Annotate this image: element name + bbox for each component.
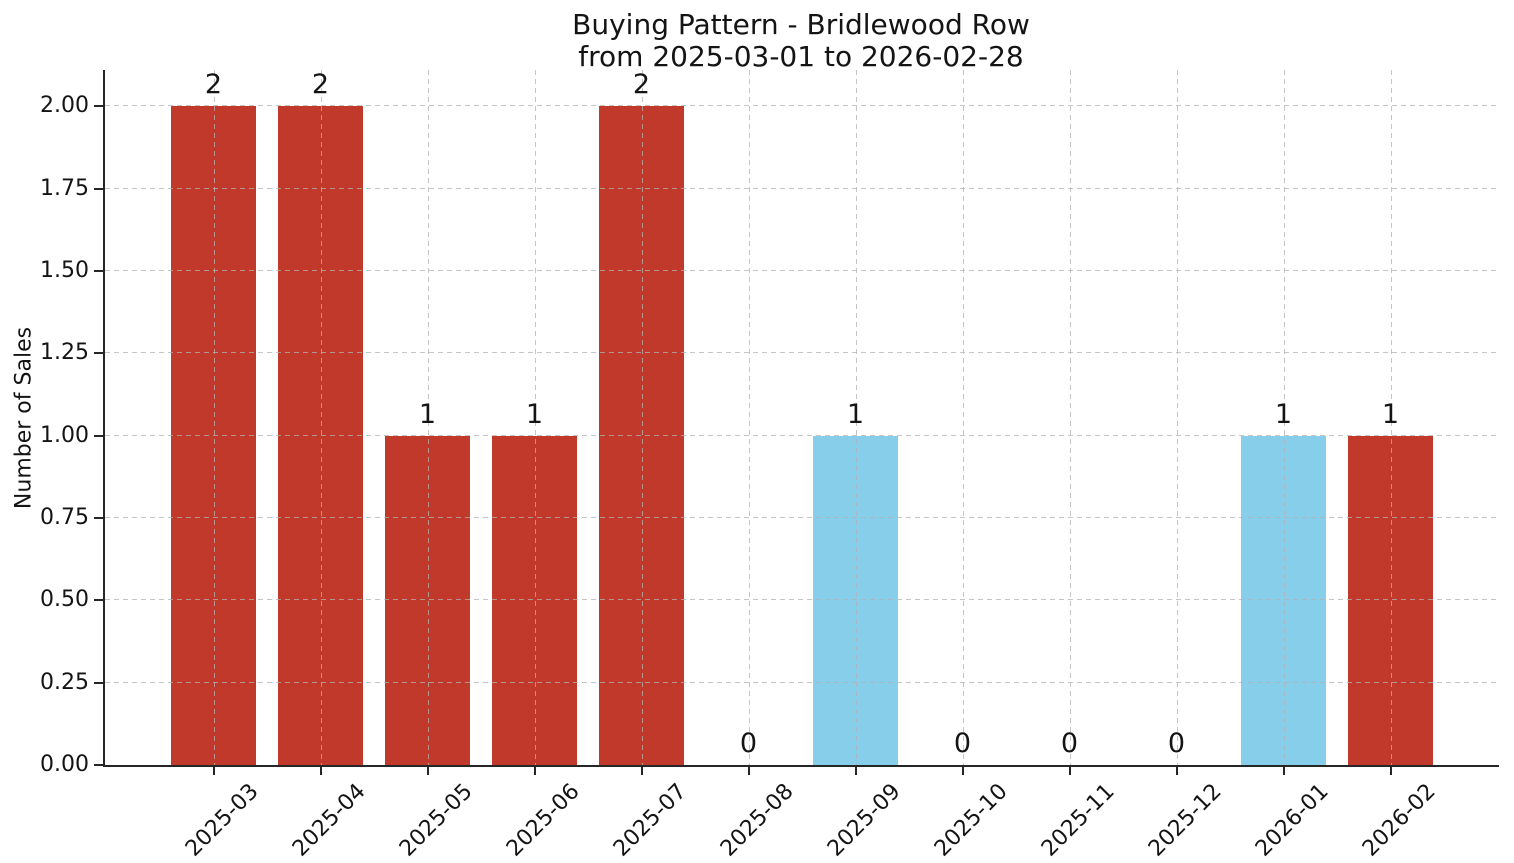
chart-title-line1: Buying Pattern - Bridlewood Row bbox=[572, 8, 1030, 41]
x-tick-label: 2025-07 bbox=[608, 779, 692, 862]
category-slot: 1 2025-06 bbox=[481, 70, 588, 862]
x-tick bbox=[533, 765, 536, 775]
bar bbox=[1240, 435, 1327, 765]
bar bbox=[598, 106, 685, 765]
y-tick bbox=[94, 599, 104, 602]
y-tick-label: 1.25 bbox=[40, 340, 89, 366]
y-tick-label: 2.00 bbox=[40, 93, 89, 119]
x-tick bbox=[212, 765, 215, 775]
category-slot: 0 2025-11 bbox=[1016, 70, 1123, 862]
x-tick-label: 2025-06 bbox=[501, 779, 585, 862]
vertical-gridline bbox=[748, 70, 750, 765]
y-tick bbox=[94, 352, 104, 355]
bar bbox=[812, 435, 899, 765]
y-tick bbox=[94, 516, 104, 519]
y-tick bbox=[94, 105, 104, 108]
x-tick-label: 2025-10 bbox=[929, 779, 1013, 862]
x-tick bbox=[1068, 765, 1071, 775]
x-tick-label: 2025-03 bbox=[180, 779, 264, 862]
bar-value-label: 0 bbox=[739, 728, 758, 759]
x-tick bbox=[1282, 765, 1285, 775]
bar-value-label: 0 bbox=[1167, 728, 1186, 759]
chart-title: Buying Pattern - Bridlewood Row from 202… bbox=[103, 9, 1499, 73]
bar-value-label: 1 bbox=[1381, 398, 1400, 430]
plot-area: 2 2025-03 2 2025-04 1 2025-05 1 2025-06 2 2025-07… bbox=[40, 69, 1499, 862]
y-tick-label: 0.25 bbox=[40, 669, 89, 695]
bar-value-label: 2 bbox=[632, 69, 651, 101]
x-tick-label: 2025-05 bbox=[394, 779, 478, 862]
y-tick bbox=[94, 187, 104, 190]
x-tick-label: 2025-09 bbox=[822, 779, 906, 862]
chart-title-line2: from 2025-03-01 to 2026-02-28 bbox=[578, 40, 1024, 73]
vertical-gridline bbox=[962, 70, 964, 765]
vertical-gridline bbox=[1069, 70, 1071, 765]
bar bbox=[1347, 435, 1434, 765]
x-tick bbox=[640, 765, 643, 775]
x-tick bbox=[1175, 765, 1178, 775]
bar bbox=[277, 106, 364, 765]
category-slot: 1 2025-05 bbox=[374, 70, 481, 862]
y-tick-label: 0.00 bbox=[40, 752, 89, 777]
category-slots: 2 2025-03 2 2025-04 1 2025-05 1 2025-06 2 2025-07… bbox=[105, 69, 1499, 862]
category-slot: 2 2025-03 bbox=[160, 70, 267, 862]
y-axis-label: Number of Sales bbox=[11, 326, 37, 510]
x-tick-label: 2025-08 bbox=[715, 779, 799, 862]
y-tick-label: 0.75 bbox=[40, 504, 89, 530]
y-tick-label: 0.50 bbox=[40, 587, 89, 613]
category-slot: 1 2026-02 bbox=[1337, 70, 1444, 862]
y-tick-label: 1.50 bbox=[40, 257, 89, 283]
x-tick-label: 2025-04 bbox=[287, 779, 371, 862]
x-tick-label: 2025-12 bbox=[1143, 779, 1227, 862]
y-tick bbox=[94, 269, 104, 272]
x-tick bbox=[961, 765, 964, 775]
bar-value-label: 2 bbox=[311, 69, 330, 101]
x-tick bbox=[319, 765, 322, 775]
bar-value-label: 1 bbox=[525, 398, 544, 430]
y-tick bbox=[94, 764, 104, 766]
bar bbox=[491, 435, 578, 765]
x-tick-label: 2026-01 bbox=[1250, 779, 1334, 862]
y-tick-label: 1.00 bbox=[40, 422, 89, 448]
x-tick bbox=[747, 765, 750, 775]
bar bbox=[170, 106, 257, 765]
y-tick bbox=[94, 681, 104, 684]
bar bbox=[384, 435, 471, 765]
bar-value-label: 1 bbox=[846, 398, 865, 430]
x-tick-label: 2026-02 bbox=[1357, 779, 1441, 862]
x-tick bbox=[854, 765, 857, 775]
x-tick bbox=[1389, 765, 1392, 775]
category-slot: 1 2025-09 bbox=[802, 70, 909, 862]
x-tick bbox=[426, 765, 429, 775]
x-tick-label: 2025-11 bbox=[1036, 779, 1120, 862]
vertical-gridline bbox=[1176, 70, 1178, 765]
y-tick-label: 1.75 bbox=[40, 175, 89, 201]
y-tick bbox=[94, 434, 104, 437]
